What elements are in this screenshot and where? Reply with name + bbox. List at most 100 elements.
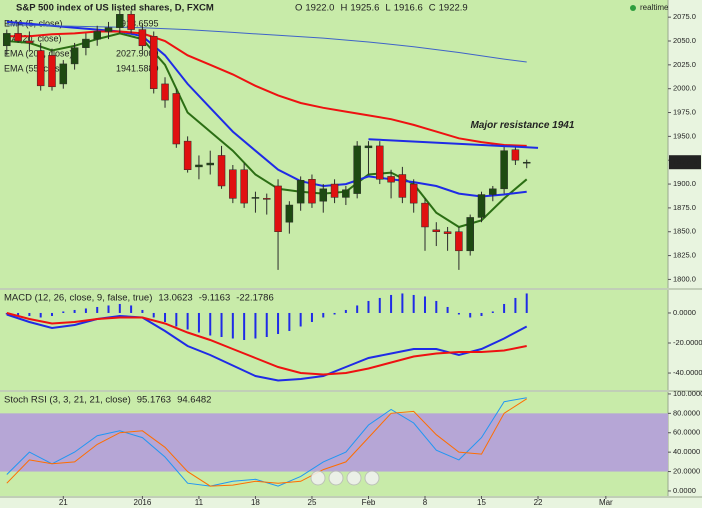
y-tick-label: -40.0000	[673, 368, 702, 377]
ohlc-value: 1925.6	[350, 3, 379, 14]
histogram-bar	[446, 306, 449, 313]
candle-body	[82, 38, 90, 48]
candle-body	[217, 155, 226, 187]
overbought-oversold-band	[0, 413, 668, 472]
candle-body	[195, 164, 203, 168]
indicator-line	[6, 20, 527, 198]
candle-body	[240, 169, 248, 204]
indicator-line	[6, 312, 527, 376]
indicator-line	[6, 30, 527, 147]
nav-button[interactable]	[310, 470, 326, 486]
y-tick-label: 40.0000	[673, 447, 700, 456]
x-tick-label: 11	[195, 498, 204, 507]
candle-body	[262, 198, 271, 200]
indicator-readout: -22.1786	[236, 293, 274, 304]
indicator-line	[6, 32, 528, 229]
histogram-bar	[152, 312, 155, 318]
histogram-bar	[220, 312, 223, 337]
panel-background	[0, 290, 668, 390]
candle-body	[285, 204, 294, 223]
histogram-bar	[130, 305, 133, 313]
indicator-line	[6, 398, 527, 487]
histogram-bar	[84, 308, 87, 313]
histogram-bar	[265, 312, 268, 337]
candle-body	[36, 50, 45, 87]
histogram-bar	[469, 312, 472, 318]
annotation-text: Major resistance 1941	[470, 120, 574, 131]
histogram-bar	[231, 312, 234, 339]
ohlc-value: 1922.0	[305, 3, 334, 14]
histogram-bar	[197, 312, 200, 333]
candle-body	[138, 29, 147, 47]
candle-body	[59, 63, 68, 85]
resistance-line	[368, 138, 539, 149]
histogram-bar	[164, 312, 167, 322]
candle-body	[308, 179, 316, 204]
nav-button[interactable]	[328, 470, 344, 486]
histogram-bar	[288, 312, 291, 331]
histogram-bar	[401, 293, 404, 313]
histogram-bar	[299, 312, 302, 327]
histogram-bar	[412, 294, 415, 313]
histogram-bar	[107, 305, 110, 313]
y-tick-label: 80.0000	[673, 408, 700, 417]
histogram-bar	[28, 312, 31, 316]
y-tick-label: 0.0000	[673, 486, 696, 495]
histogram-bar	[141, 309, 144, 313]
y-tick-label: 1875.0	[673, 203, 696, 212]
candle-body	[421, 202, 429, 228]
ohlc-key: L	[385, 3, 390, 14]
candle-body	[206, 162, 214, 166]
x-tick-label: Mar	[599, 498, 613, 507]
histogram-bar	[17, 312, 20, 316]
candle-body	[48, 55, 56, 88]
x-tick-label: 25	[308, 498, 317, 507]
candle-body	[432, 229, 441, 232]
nav-button[interactable]	[364, 470, 380, 486]
legend-value: 2027.9009	[116, 48, 159, 58]
histogram-bar	[322, 312, 325, 318]
y-tick-label: 100.0000	[673, 389, 702, 398]
x-tick-label: 15	[477, 498, 486, 507]
y-tick-label: 1975.0	[673, 108, 696, 117]
y-tick-label: 2025.0	[673, 60, 696, 69]
histogram-bar	[344, 309, 347, 313]
indicator-readout: 13.0623	[158, 293, 192, 304]
candle-body	[376, 145, 384, 180]
histogram-bar	[277, 312, 280, 334]
candle-body	[443, 231, 452, 234]
last-price-tag	[669, 155, 701, 170]
x-tick-label: 18	[251, 498, 260, 507]
candle-body	[14, 33, 22, 42]
candle-body	[500, 150, 508, 190]
candle-body	[149, 35, 158, 89]
indicator-readout: 95.1763	[137, 395, 171, 406]
legend-label: EMA (55, close)	[4, 63, 68, 73]
legend-label: MA (20, close)	[4, 33, 62, 43]
candle-body	[398, 174, 407, 198]
indicator-readout: -9.1163	[199, 293, 231, 304]
x-tick-label: 2016	[134, 498, 152, 507]
candle-body	[3, 33, 11, 47]
y-tick-label: 2050.0	[673, 36, 696, 45]
histogram-bar	[378, 297, 381, 313]
y-tick-label: 0.0000	[673, 308, 696, 317]
histogram-bar	[254, 312, 257, 339]
y-tick-label: 1850.0	[673, 227, 696, 236]
histogram-bar	[525, 293, 528, 313]
candle-body	[477, 194, 486, 218]
y-tick-label: -20.0000	[673, 338, 702, 347]
indicator-readout: 94.6482	[177, 395, 211, 406]
candle-body	[251, 197, 260, 199]
histogram-bar	[435, 300, 438, 313]
candle-body	[466, 217, 474, 252]
histogram-bar	[96, 306, 99, 313]
chart-title: S&P 500 index of US listed shares, D, FX…	[16, 3, 214, 14]
ohlc-key: C	[429, 3, 436, 14]
nav-button[interactable]	[346, 470, 362, 486]
ohlc-key: O	[295, 3, 302, 14]
x-tick-label: 22	[534, 498, 543, 507]
histogram-bar	[50, 312, 53, 316]
indicator-label: Stoch RSI (3, 3, 21, 21, close)	[4, 395, 131, 406]
